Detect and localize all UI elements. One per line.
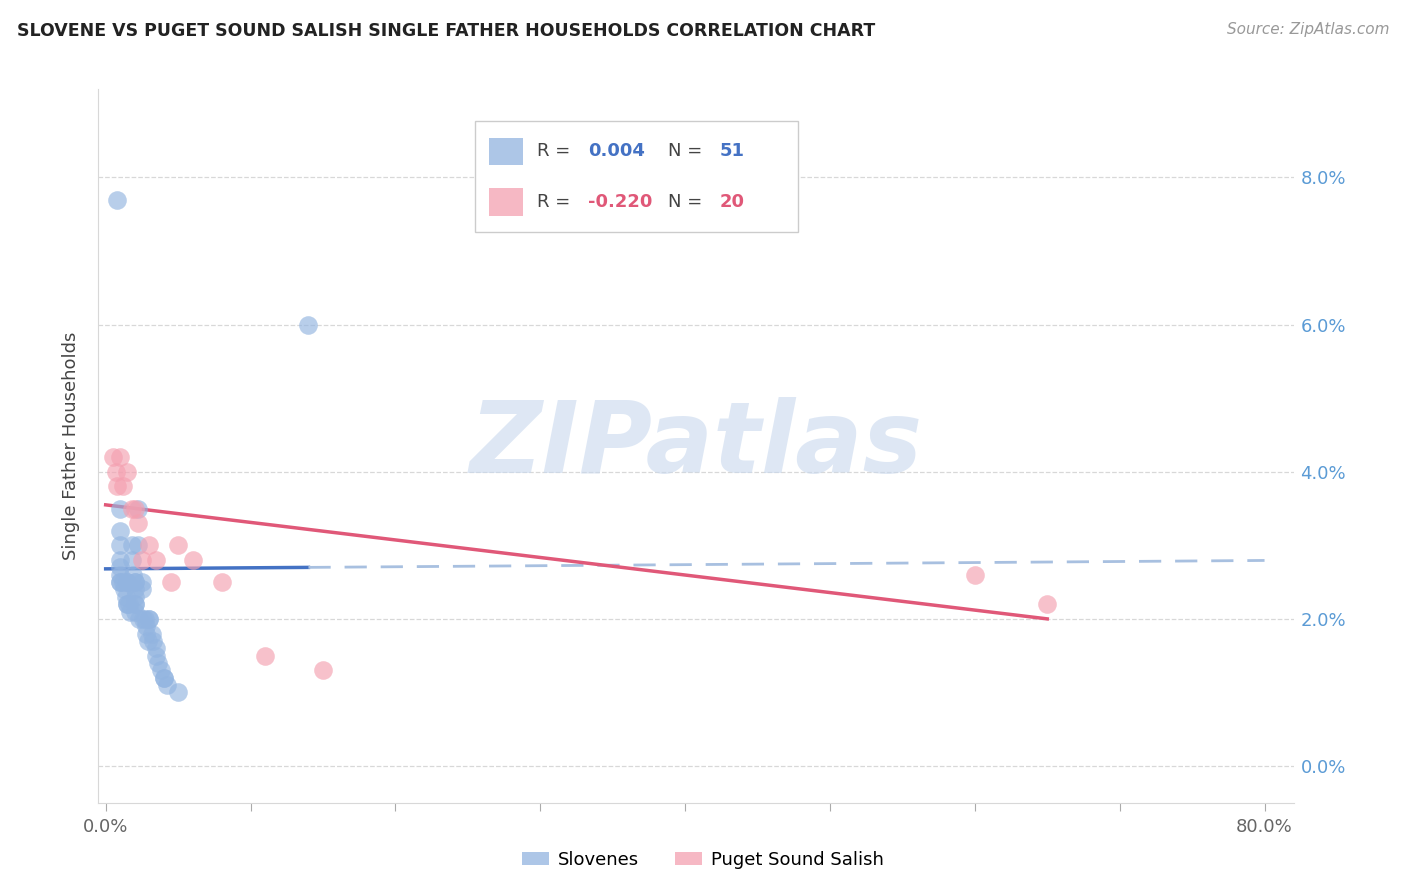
Text: ZIPatlas: ZIPatlas — [470, 398, 922, 494]
Point — [134, 612, 156, 626]
Point — [108, 567, 131, 582]
Point — [152, 671, 174, 685]
Point — [108, 575, 131, 590]
Legend: Slovenes, Puget Sound Salish: Slovenes, Puget Sound Salish — [515, 844, 891, 876]
Point — [104, 465, 127, 479]
Point — [128, 612, 150, 626]
Point — [145, 553, 167, 567]
Point — [138, 612, 160, 626]
Point — [253, 648, 276, 663]
Point — [114, 582, 136, 597]
Point — [108, 560, 131, 574]
Point — [105, 193, 128, 207]
Point — [145, 648, 167, 663]
Point — [117, 465, 139, 479]
Point — [121, 501, 143, 516]
Point — [167, 685, 190, 699]
Point — [131, 582, 153, 597]
Point — [115, 590, 138, 604]
Point — [124, 597, 146, 611]
Point — [312, 664, 335, 678]
Bar — [489, 188, 523, 216]
Point — [122, 567, 145, 582]
Point — [108, 553, 131, 567]
Point — [297, 318, 319, 332]
Point — [120, 605, 142, 619]
Point — [124, 582, 146, 597]
Point — [127, 538, 149, 552]
Point — [146, 656, 169, 670]
Point — [124, 590, 146, 604]
Point — [127, 516, 149, 531]
Point — [142, 634, 165, 648]
Point — [117, 575, 139, 590]
Point — [124, 597, 146, 611]
Text: SLOVENE VS PUGET SOUND SALISH SINGLE FATHER HOUSEHOLDS CORRELATION CHART: SLOVENE VS PUGET SOUND SALISH SINGLE FAT… — [17, 22, 875, 40]
Point — [135, 619, 157, 633]
Point — [131, 553, 153, 567]
Point — [124, 605, 146, 619]
Point — [117, 597, 139, 611]
Point — [124, 575, 146, 590]
Point — [160, 575, 183, 590]
Point — [121, 538, 143, 552]
Text: 51: 51 — [720, 142, 745, 161]
Point — [149, 664, 172, 678]
Point — [136, 634, 159, 648]
Point — [108, 524, 131, 538]
Point — [1036, 597, 1059, 611]
Point — [117, 575, 139, 590]
Point — [105, 479, 128, 493]
Text: 0.004: 0.004 — [589, 142, 645, 161]
Point — [145, 641, 167, 656]
Point — [131, 575, 153, 590]
Point — [135, 626, 157, 640]
Point — [108, 575, 131, 590]
Point — [152, 671, 174, 685]
Point — [124, 501, 146, 516]
Text: N =: N = — [668, 142, 709, 161]
Point — [112, 479, 135, 493]
Point — [155, 678, 177, 692]
Point — [108, 501, 131, 516]
Point — [963, 567, 986, 582]
Text: -0.220: -0.220 — [589, 193, 652, 211]
Point — [138, 538, 160, 552]
Bar — [489, 137, 523, 165]
Point — [132, 612, 155, 626]
Point — [101, 450, 124, 464]
Y-axis label: Single Father Households: Single Father Households — [62, 332, 80, 560]
Point — [117, 597, 139, 611]
Point — [181, 553, 204, 567]
Point — [141, 626, 163, 640]
Point — [138, 612, 160, 626]
Point — [108, 538, 131, 552]
Text: N =: N = — [668, 193, 709, 211]
Point — [167, 538, 190, 552]
Point — [127, 501, 149, 516]
Point — [108, 450, 131, 464]
Text: Source: ZipAtlas.com: Source: ZipAtlas.com — [1226, 22, 1389, 37]
Point — [121, 553, 143, 567]
Point — [118, 597, 141, 611]
Point — [112, 575, 135, 590]
FancyBboxPatch shape — [475, 121, 797, 232]
Text: 20: 20 — [720, 193, 745, 211]
Text: R =: R = — [537, 142, 576, 161]
Text: R =: R = — [537, 193, 576, 211]
Point — [211, 575, 233, 590]
Point — [124, 575, 146, 590]
